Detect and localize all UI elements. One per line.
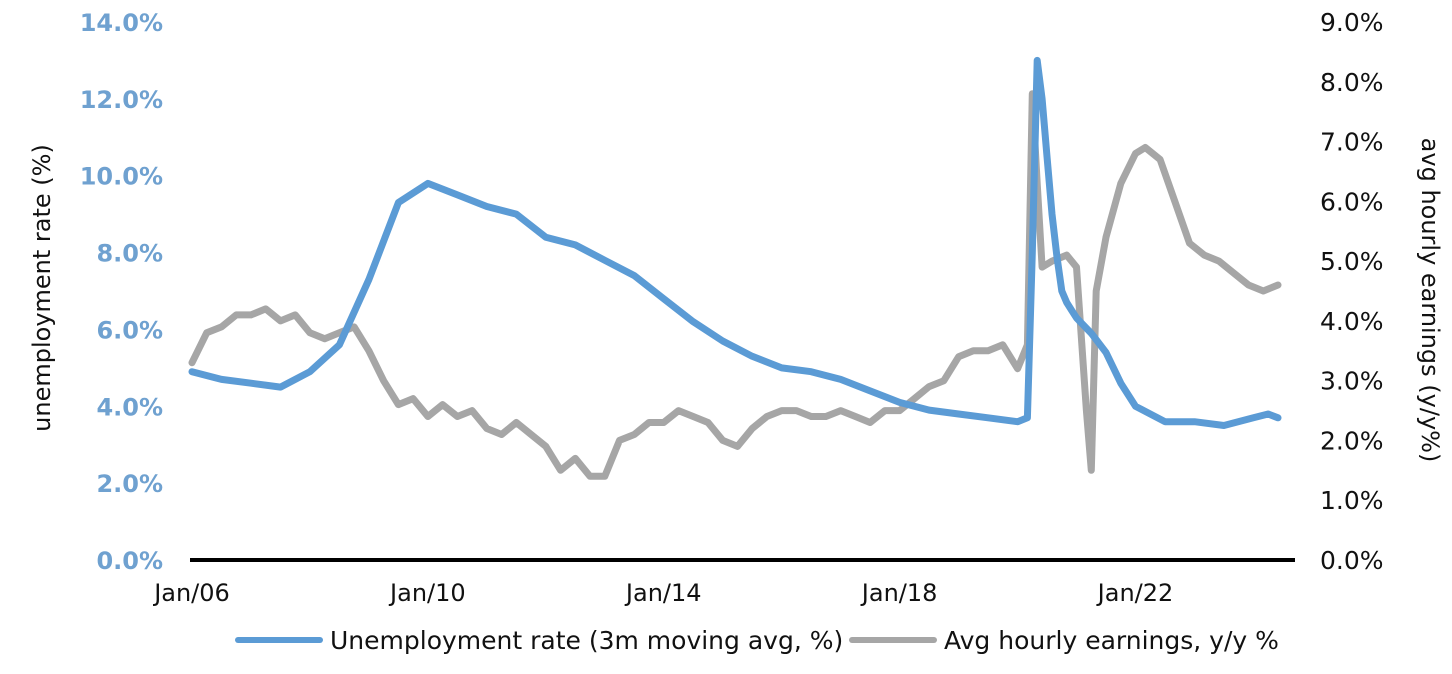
right-tick-label: 2.0% — [1320, 426, 1384, 455]
left-tick-label: 14.0% — [80, 9, 163, 37]
left-tick-label: 12.0% — [80, 86, 163, 114]
left-tick-label: 2.0% — [96, 470, 163, 498]
earnings-series-line — [188, 90, 1282, 480]
series-layer — [188, 56, 1282, 480]
legend-label-unemployment: Unemployment rate (3m moving avg, %) — [330, 626, 843, 655]
left-tick-label: 0.0% — [96, 547, 163, 575]
legend-label-earnings: Avg hourly earnings, y/y % — [944, 626, 1279, 655]
right-tick-label: 6.0% — [1320, 187, 1384, 216]
left-axis-title: unemployment rate (%) — [28, 144, 56, 432]
legend: Unemployment rate (3m moving avg, %) Avg… — [235, 626, 1279, 655]
right-tick-label: 0.0% — [1320, 546, 1384, 575]
left-axis-ticks: 0.0% 2.0% 4.0% 6.0% 8.0% 10.0% 12.0% 14.0% — [80, 9, 163, 575]
right-tick-label: 7.0% — [1320, 128, 1384, 157]
left-tick-label: 10.0% — [80, 163, 163, 191]
right-tick-label: 5.0% — [1320, 247, 1384, 276]
x-tick-label: Jan/06 — [152, 579, 230, 607]
x-tick-label: Jan/10 — [388, 579, 466, 607]
right-tick-label: 8.0% — [1320, 68, 1384, 97]
x-tick-label: Jan/18 — [860, 579, 938, 607]
left-tick-label: 8.0% — [96, 240, 163, 268]
x-tick-label: Jan/22 — [1096, 579, 1174, 607]
right-axis-ticks: 0.0% 1.0% 2.0% 3.0% 4.0% 5.0% 6.0% 7.0% 8.0% 9.0% — [1320, 8, 1384, 575]
x-tick-label: Jan/14 — [624, 579, 702, 607]
left-tick-label: 4.0% — [96, 393, 163, 421]
x-axis-ticks: Jan/06 Jan/10 Jan/14 Jan/18 Jan/22 — [152, 579, 1173, 607]
right-tick-label: 3.0% — [1320, 367, 1384, 396]
right-tick-label: 9.0% — [1320, 8, 1384, 37]
right-axis-title: avg hourly earnings (y/y%) — [1416, 138, 1444, 463]
right-tick-label: 4.0% — [1320, 307, 1384, 336]
right-tick-label: 1.0% — [1320, 486, 1384, 515]
left-tick-label: 6.0% — [96, 316, 163, 344]
unemployment-series-line — [188, 56, 1282, 429]
